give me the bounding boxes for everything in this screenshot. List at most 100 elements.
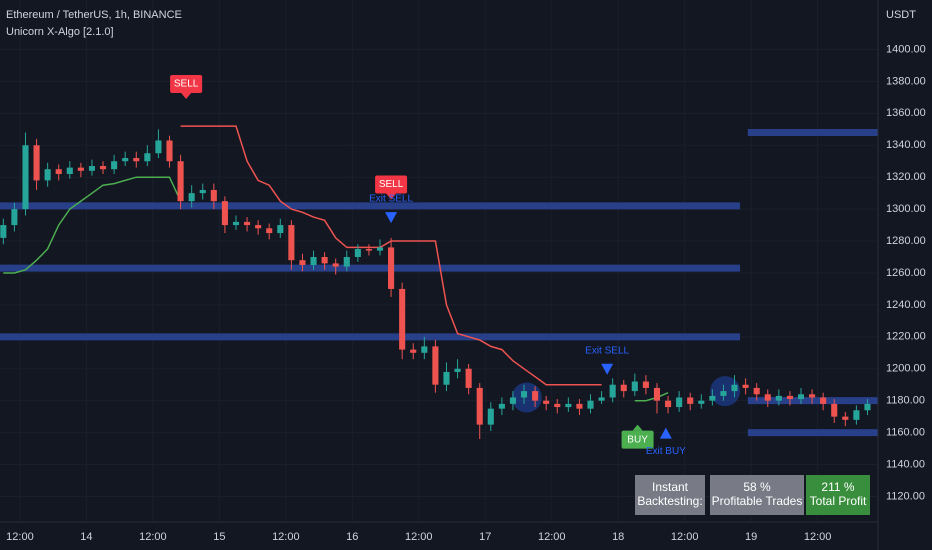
candle-body [786, 395, 793, 400]
signal-label: SELL [174, 79, 199, 90]
signal: SELL [170, 74, 203, 99]
y-tick-label: 1140.00 [886, 458, 925, 470]
y-tick-label: 1400.00 [886, 43, 926, 55]
exit-label: Exit BUY [646, 446, 686, 457]
candle-body [665, 400, 672, 408]
signal-pointer [632, 424, 643, 431]
y-tick-label: 1240.00 [886, 299, 926, 311]
y-tick-label: 1300.00 [886, 203, 926, 215]
y-tick-label: 1120.00 [886, 490, 925, 502]
y-tick-label: 1180.00 [886, 395, 925, 407]
y-tick-label: 1380.00 [886, 75, 926, 87]
stat-text: Backtesting: [637, 494, 702, 508]
stat-text: Total Profit [810, 494, 867, 508]
candle-body [520, 391, 528, 398]
candle-body [11, 209, 18, 226]
candle-body [720, 391, 727, 396]
x-tick-label: 12:00 [405, 531, 433, 543]
candle-body [111, 161, 118, 170]
candle-body [698, 400, 705, 404]
candle-body [266, 228, 273, 234]
candle-body [77, 167, 84, 171]
candle-body [687, 397, 694, 404]
candle-body [642, 381, 649, 388]
candle-body [809, 394, 816, 398]
candle-body [764, 394, 771, 401]
candle-body [299, 260, 306, 265]
x-tick-label: 15 [213, 531, 225, 543]
candle-body [376, 247, 384, 251]
candle-body [221, 201, 228, 226]
candle-body [166, 140, 173, 162]
x-tick-label: 12:00 [804, 531, 832, 543]
candle-body [476, 387, 483, 425]
stat-box [635, 475, 705, 515]
symbol-title: Ethereum / TetherUS, 1h, BINANCE [6, 9, 182, 21]
x-tick-label: 16 [346, 531, 358, 543]
candle-body [443, 371, 450, 385]
candle-body [210, 189, 217, 202]
signal-pointer [181, 92, 192, 99]
candle-body [199, 189, 206, 194]
candle-body [177, 161, 184, 202]
candle-body [598, 397, 605, 401]
candle-body [465, 368, 472, 388]
candle-body [676, 397, 683, 408]
candle-body [343, 257, 350, 267]
signal-pointer [386, 193, 397, 200]
candle-body [399, 288, 406, 350]
signal: SELL [375, 175, 408, 200]
candle-body [631, 381, 638, 392]
candle-body [565, 403, 572, 408]
signal-box [170, 74, 203, 93]
candle-body [88, 166, 96, 171]
candle-body [188, 193, 195, 202]
candle-body [232, 221, 240, 226]
y-tick-label: 1320.00 [886, 171, 926, 183]
x-tick-label: 12:00 [538, 531, 566, 543]
candle-body [731, 384, 738, 392]
candle-body [498, 403, 505, 409]
candle-body [587, 400, 594, 409]
candle-body [864, 403, 871, 411]
y-tick-label: 1280.00 [886, 235, 926, 247]
candle-body [365, 249, 372, 251]
candle-body [853, 410, 860, 420]
candle-body [797, 394, 805, 400]
candle-body [709, 395, 716, 401]
candle-body [576, 403, 583, 409]
signal-box [621, 430, 654, 449]
x-tick-label: 19 [745, 531, 757, 543]
candle-body [487, 408, 494, 425]
price-unit: USDT [886, 9, 916, 21]
x-tick-label: 12:00 [6, 531, 34, 543]
exit-label: Exit SELL [585, 345, 629, 356]
candle-body [609, 384, 616, 398]
x-tick-label: 12:00 [139, 531, 167, 543]
indicator-title: Unicorn X-Algo [2.1.0] [6, 26, 114, 38]
candle-body [321, 257, 328, 264]
y-tick-label: 1340.00 [886, 139, 926, 151]
candle-body [410, 349, 417, 353]
y-tick-label: 1220.00 [886, 331, 926, 343]
candle-body [255, 225, 262, 229]
candle-body [288, 225, 295, 261]
candle-body [421, 346, 428, 353]
exit-marker [385, 212, 398, 224]
candle-body [99, 166, 107, 170]
stat-box [806, 475, 870, 515]
x-tick-label: 14 [80, 531, 92, 543]
y-tick-label: 1260.00 [886, 267, 926, 279]
candle-body [354, 249, 361, 258]
candle-body [22, 145, 29, 210]
candle-body [277, 225, 284, 234]
candle-body [432, 346, 439, 385]
y-tick-label: 1360.00 [886, 107, 926, 119]
candle-body [66, 167, 73, 174]
candle-body [554, 403, 561, 408]
candle-body [310, 257, 317, 265]
candle-body [454, 368, 461, 372]
candle-body [44, 169, 51, 181]
